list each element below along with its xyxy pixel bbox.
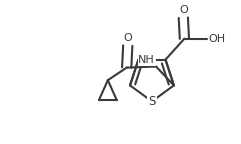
- Text: O: O: [179, 5, 188, 15]
- Text: NH: NH: [138, 55, 155, 66]
- Text: OH: OH: [208, 34, 226, 44]
- Text: O: O: [123, 33, 132, 43]
- Text: S: S: [148, 95, 156, 108]
